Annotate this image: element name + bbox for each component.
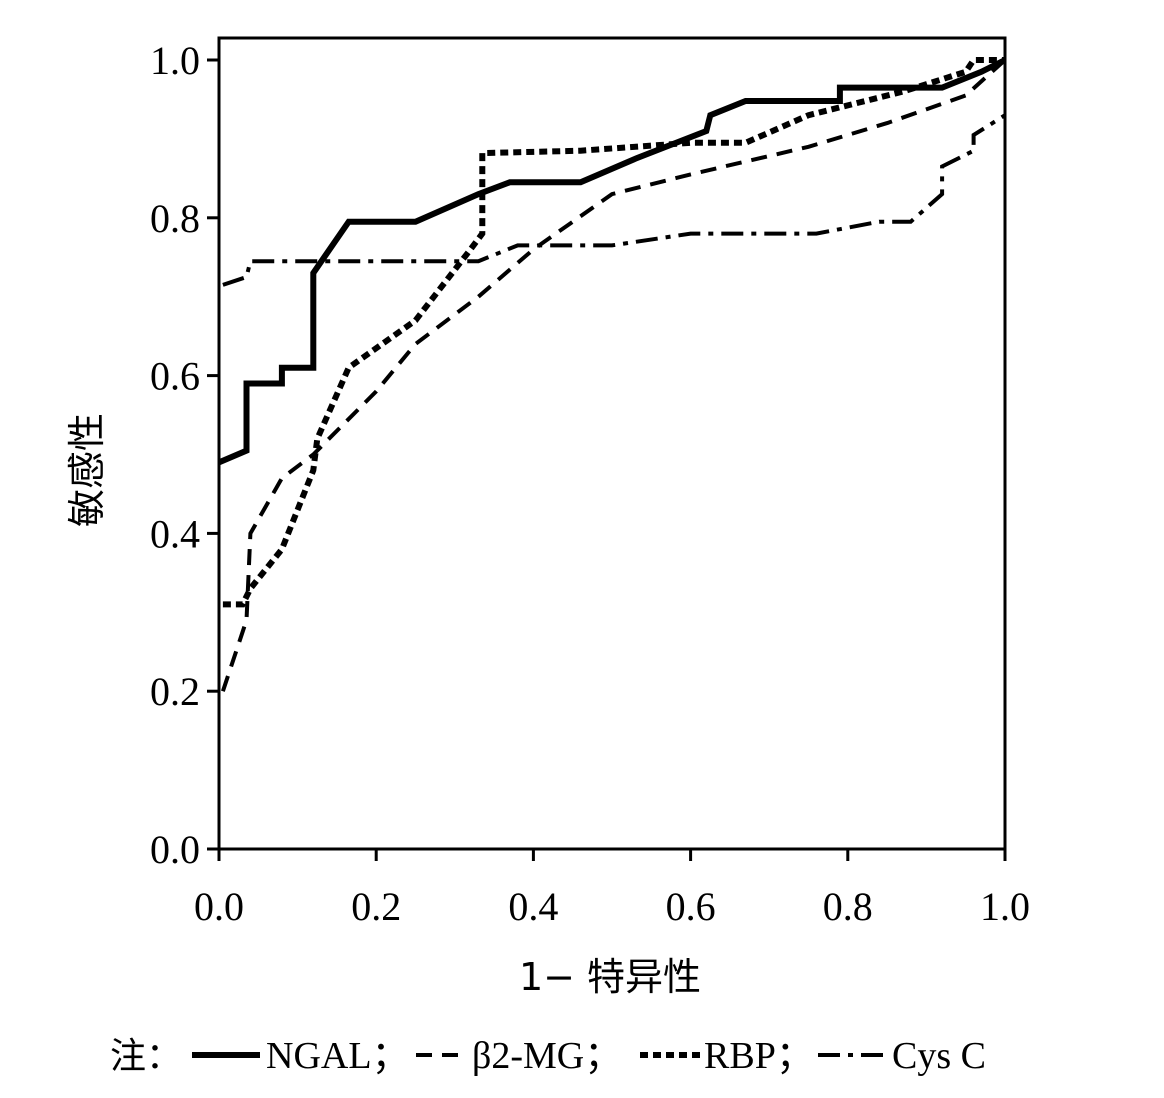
axis-ticks: 0.0 0.2 0.4 0.6 0.8 1.0 0.0 0.2 0.4 0.6 0.8 1.0 [150,38,1030,929]
x-tick-label: 0.2 [351,884,401,929]
x-tick-label: 0.8 [823,884,873,929]
y-tick-label: 1.0 [150,38,200,83]
y-tick-label: 0.0 [150,827,200,872]
x-tick-label: 0.4 [508,884,558,929]
x-tick-label: 1.0 [980,884,1030,929]
y-tick-label: 0.6 [150,354,200,399]
series-line [222,57,1005,608]
y-axis-title: 敏感性 [65,413,109,527]
series-line [217,57,1007,466]
y-tick-label: 0.2 [150,669,200,714]
legend-prefix: 注： [110,1036,182,1077]
legend-label: Cys C [892,1035,986,1077]
series-lines [217,57,1007,692]
y-tick-label: 0.4 [150,511,200,556]
legend-label: RBP； [704,1035,814,1077]
x-tick-label: 0.0 [194,884,244,929]
y-tick-label: 0.8 [150,196,200,241]
series-line [222,113,1007,287]
x-axis-title: 1− 特异性 [519,955,701,999]
series-line [221,58,1007,692]
legend-label: β2-MG； [472,1035,622,1077]
x-tick-label: 0.6 [666,884,716,929]
plot-frame [217,36,1007,851]
legend: 注： NGAL； β2-MG； RBP； Cys C [110,1035,986,1077]
legend-label: NGAL； [266,1035,410,1077]
